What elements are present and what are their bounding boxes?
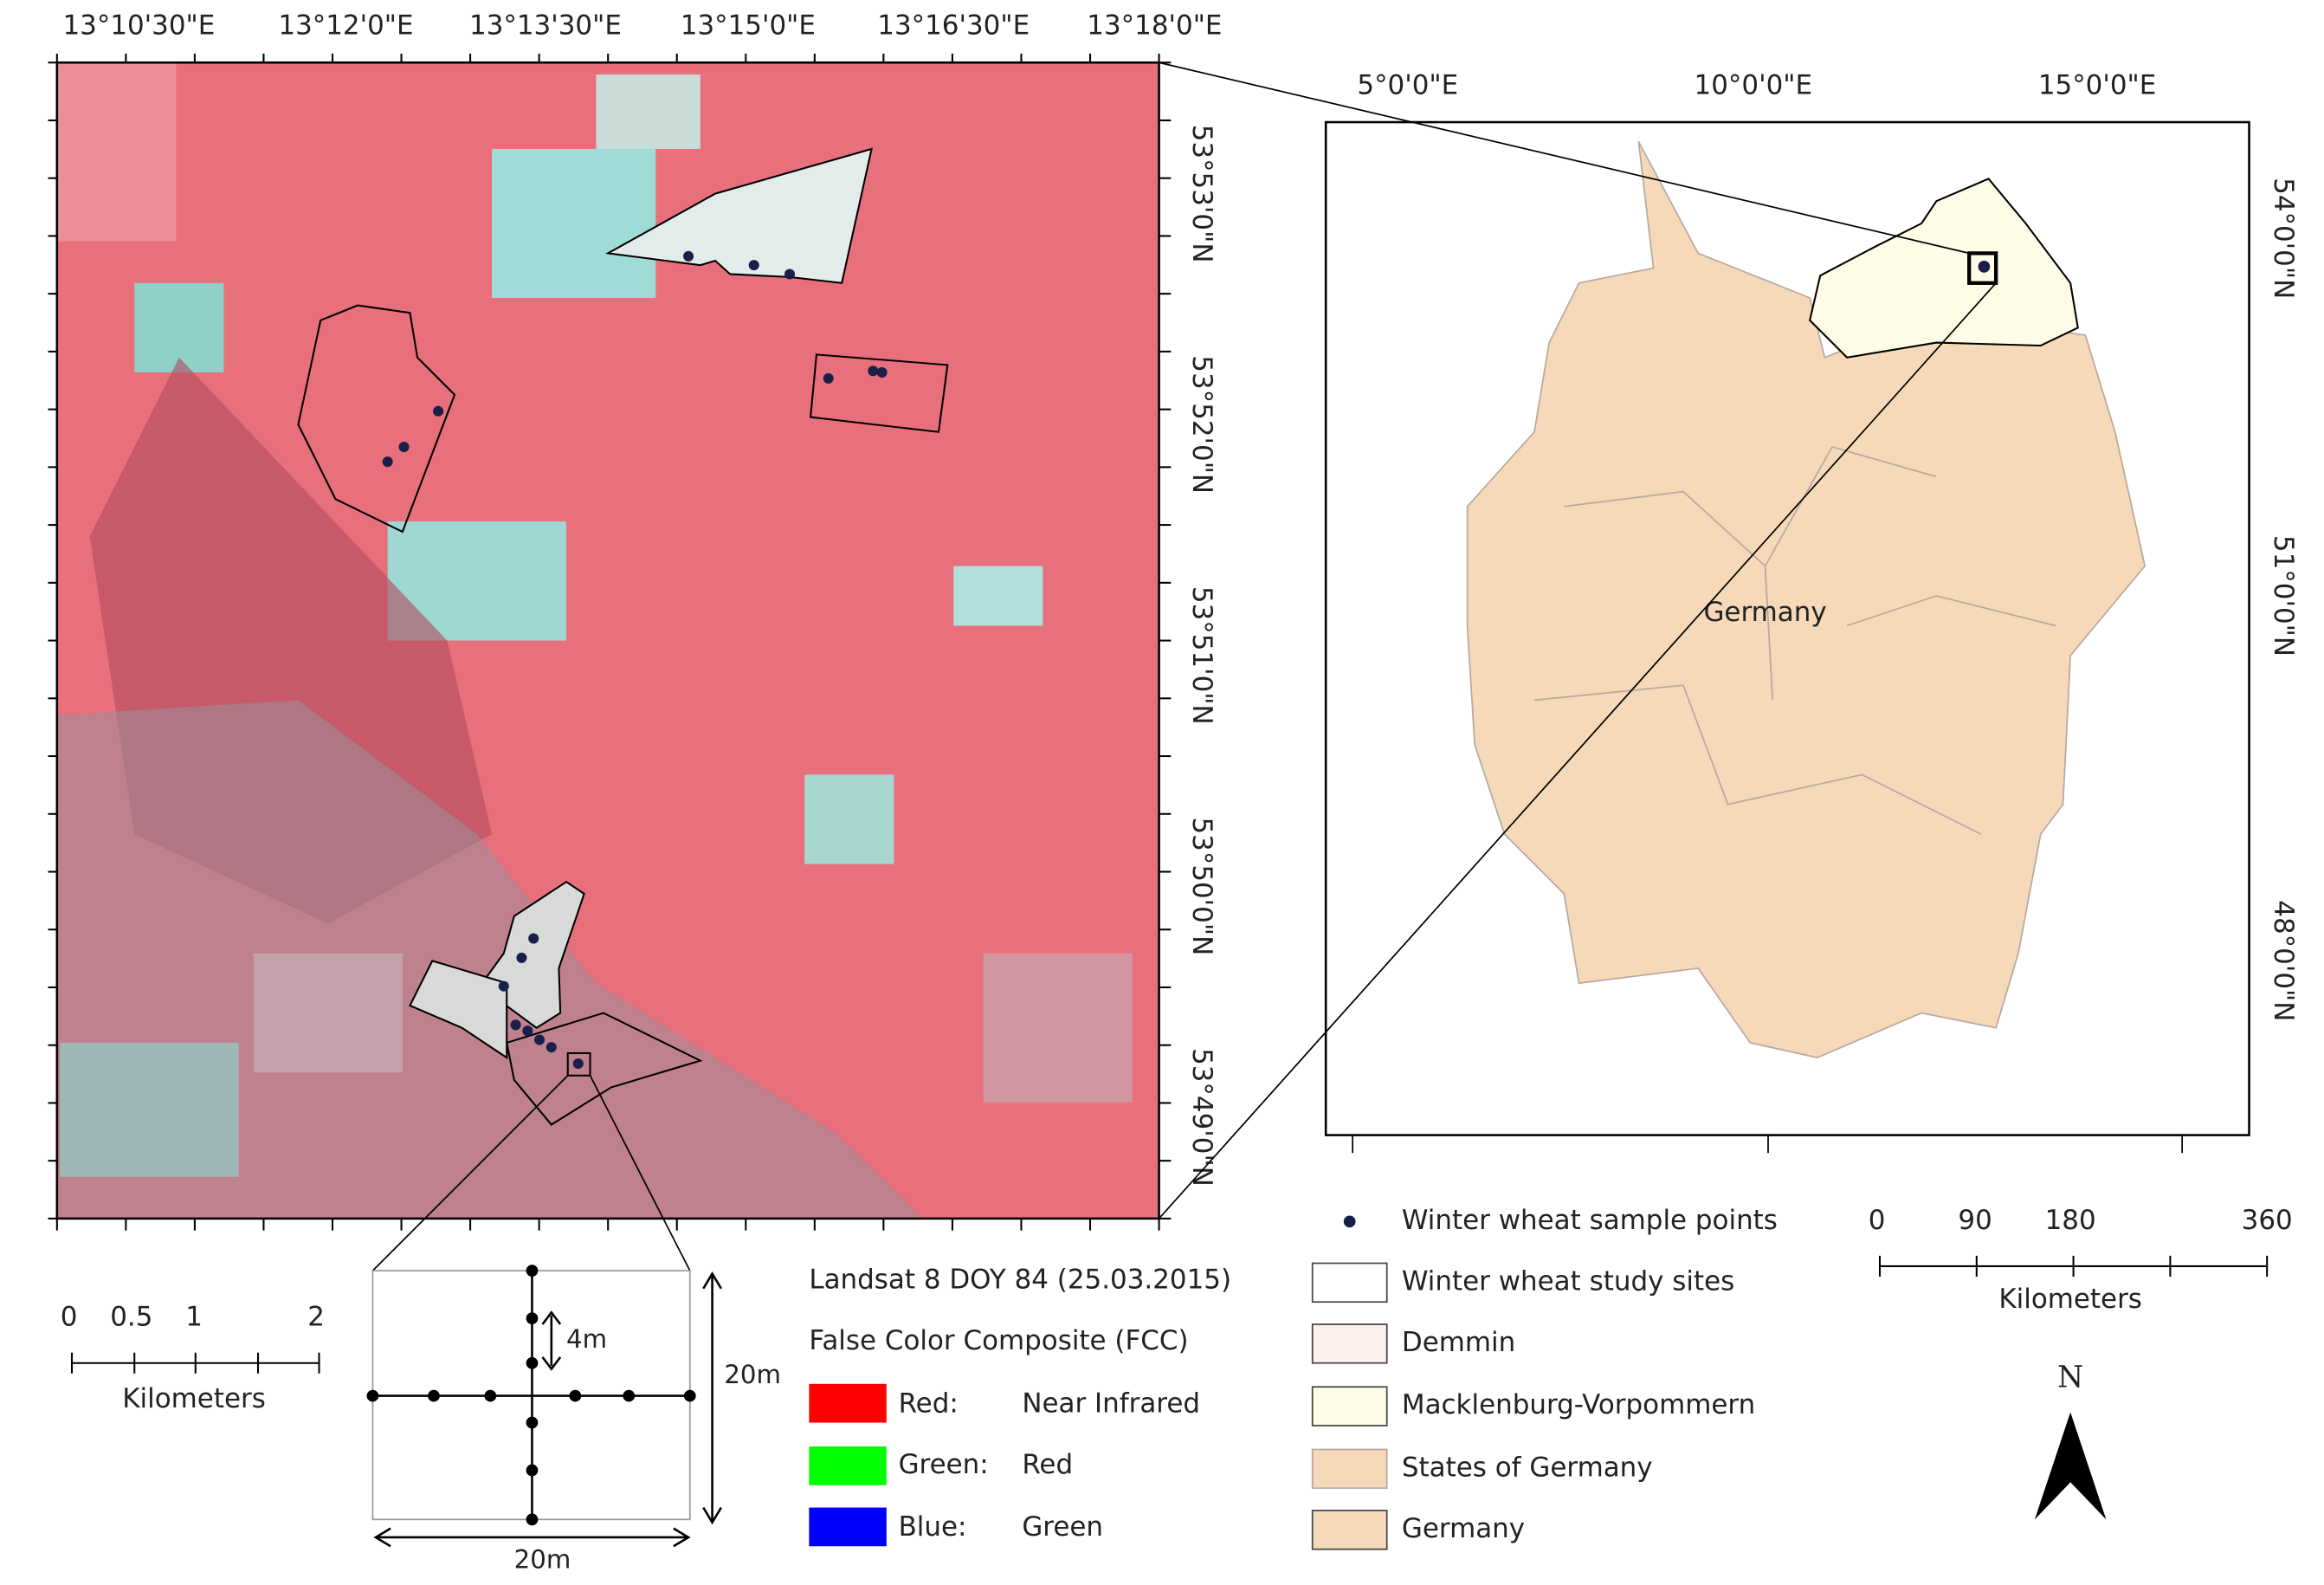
scale-unit: Kilometers [1998, 1284, 2142, 1315]
height-label: 20m [724, 1360, 781, 1389]
lat-label: 53°51'0"N [1186, 586, 1217, 725]
lon-label: 15°0'0"E [2038, 69, 2156, 100]
lon-label: 13°13'30"E [469, 10, 622, 41]
lat-label: 48°0'0"N [2268, 900, 2299, 1021]
scale-label: 180 [2045, 1205, 2096, 1236]
band-swatch [809, 1446, 887, 1485]
plot-diagram [366, 1265, 723, 1548]
north-arrow [2034, 1412, 2107, 1520]
scale-label: 360 [2242, 1205, 2293, 1236]
width-label: 20m [514, 1544, 571, 1574]
legend-label: Demmin [1402, 1327, 1515, 1358]
legend-symbol [1343, 1215, 1356, 1228]
overview-map [1324, 120, 2250, 1136]
lat-label: 51°0'0"N [2268, 535, 2299, 657]
band-name: Green [1022, 1511, 1103, 1543]
legend-symbol [1311, 1262, 1388, 1304]
satellite-image [55, 61, 1160, 1220]
lon-label: 13°15'0"E [681, 10, 816, 41]
legend-label: Winter wheat study sites [1402, 1265, 1734, 1297]
legend-symbol [1311, 1448, 1388, 1490]
lat-label: 53°53'0"N [1186, 125, 1217, 263]
lat-label: 53°52'0"N [1186, 355, 1217, 494]
legend-symbol [1311, 1510, 1388, 1550]
scale-label: 2 [307, 1302, 325, 1333]
lat-label: 53°49'0"N [1186, 1048, 1217, 1187]
band-swatch [809, 1507, 887, 1547]
spacing-label: 4m [566, 1324, 607, 1354]
band-channel: Green: [899, 1449, 989, 1480]
scale-label: 1 [185, 1302, 203, 1333]
band-name: Red [1022, 1449, 1073, 1480]
legend-label: Macklenburg-Vorpommern [1402, 1389, 1755, 1420]
lon-label: 5°0'0"E [1357, 69, 1458, 100]
band-swatch [809, 1383, 887, 1423]
lon-label: 10°0'0"E [1695, 69, 1813, 100]
legend-label: States of Germany [1402, 1452, 1653, 1483]
scale-unit: Kilometers [122, 1383, 266, 1414]
lon-label: 13°18'0"E [1087, 10, 1222, 41]
band-channel: Blue: [899, 1511, 967, 1543]
scale-label: 0 [61, 1302, 78, 1333]
scale-label: 0 [1869, 1205, 1886, 1236]
band-name: Near Infrared [1022, 1388, 1200, 1419]
band-channel: Red: [899, 1388, 959, 1419]
lon-label: 13°10'30"E [62, 10, 215, 41]
lon-label: 13°16'30"E [877, 10, 1030, 41]
legend-symbol [1311, 1386, 1388, 1426]
north-label: N [2057, 1361, 2083, 1395]
lat-label: 54°0'0"N [2268, 178, 2299, 299]
legend-symbol [1311, 1323, 1388, 1364]
legend-subtitle: False Color Composite (FCC) [809, 1325, 1188, 1356]
legend-title: Landsat 8 DOY 84 (25.03.2015) [809, 1265, 1231, 1296]
legend-label: Winter wheat sample points [1402, 1205, 1778, 1236]
legend-label: Germany [1402, 1513, 1525, 1544]
country-label: Germany [1703, 597, 1826, 628]
scale-label: 0.5 [110, 1302, 152, 1333]
scale-label: 90 [1958, 1205, 1992, 1236]
lon-label: 13°12'0"E [278, 10, 413, 41]
lat-label: 53°50'0"N [1186, 817, 1217, 955]
